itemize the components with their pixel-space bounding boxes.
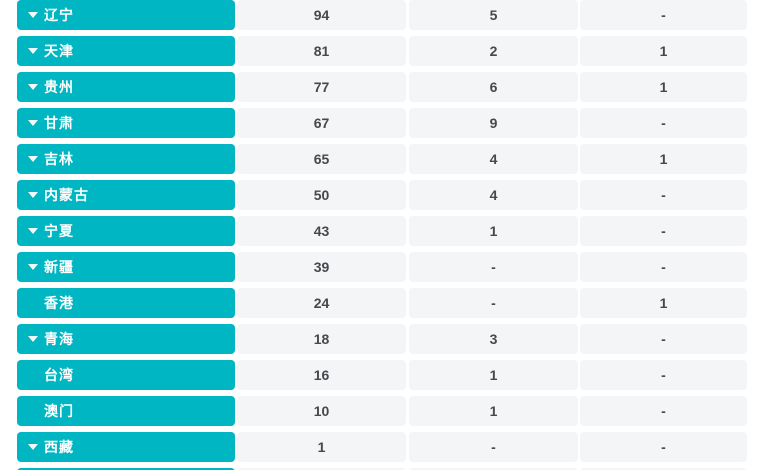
- value-cell: 77: [237, 72, 406, 102]
- province-cell-taiwan[interactable]: 台湾: [17, 360, 235, 390]
- caret-down-icon: [28, 192, 38, 198]
- value-cell: [409, 468, 578, 470]
- caret-down-icon: [28, 336, 38, 342]
- table-row: 甘肃 67 9 -: [17, 108, 766, 138]
- value-cell: 1: [580, 288, 747, 318]
- value-cell: 18: [237, 324, 406, 354]
- table-row: 青海 18 3 -: [17, 324, 766, 354]
- value-cell: -: [580, 324, 747, 354]
- province-cell-guizhou[interactable]: 贵州: [17, 72, 235, 102]
- province-label: 辽宁: [44, 7, 74, 23]
- value-cell: 1: [580, 144, 747, 174]
- value-cell: 1: [409, 216, 578, 246]
- province-label: 西藏: [44, 439, 74, 455]
- value-cell: -: [580, 396, 747, 426]
- province-cell-tibet[interactable]: 西藏: [17, 432, 235, 462]
- value-cell: 81: [237, 36, 406, 66]
- province-label: 青海: [44, 331, 74, 347]
- province-label: 澳门: [44, 403, 74, 419]
- value-cell: 94: [237, 0, 406, 30]
- table-row: 新疆 39 - -: [17, 252, 766, 282]
- value-cell: -: [580, 108, 747, 138]
- value-cell: 16: [237, 360, 406, 390]
- province-label: 宁夏: [44, 223, 74, 239]
- province-cell-xinjiang[interactable]: 新疆: [17, 252, 235, 282]
- value-cell: 6: [409, 72, 578, 102]
- province-cell-jilin[interactable]: 吉林: [17, 144, 235, 174]
- caret-down-icon: [28, 264, 38, 270]
- value-cell: 1: [580, 36, 747, 66]
- caret-down-icon: [28, 120, 38, 126]
- province-cell-qinghai[interactable]: 青海: [17, 324, 235, 354]
- table-row: 辽宁 94 5 -: [17, 0, 766, 30]
- table-row: 西藏 1 - -: [17, 432, 766, 462]
- province-cell-liaoning[interactable]: 辽宁: [17, 0, 235, 30]
- caret-down-icon: [28, 48, 38, 54]
- value-cell: 10: [237, 396, 406, 426]
- province-label: 新疆: [44, 259, 74, 275]
- value-cell: 43: [237, 216, 406, 246]
- value-cell: 9: [409, 108, 578, 138]
- value-cell: [237, 468, 406, 470]
- caret-down-icon: [28, 84, 38, 90]
- province-label: 吉林: [44, 151, 74, 167]
- value-cell: 1: [237, 432, 406, 462]
- value-cell: 50: [237, 180, 406, 210]
- table-row: 贵州 77 6 1: [17, 72, 766, 102]
- caret-down-icon: [28, 12, 38, 18]
- value-cell: -: [409, 288, 578, 318]
- value-cell: 5: [409, 0, 578, 30]
- province-cell-tianjin[interactable]: 天津: [17, 36, 235, 66]
- value-cell: 39: [237, 252, 406, 282]
- table-row: 天津 81 2 1: [17, 36, 766, 66]
- table-row: 澳门 10 1 -: [17, 396, 766, 426]
- province-cell-partial[interactable]: [17, 468, 235, 470]
- province-cell-ningxia[interactable]: 宁夏: [17, 216, 235, 246]
- province-label: 天津: [44, 43, 74, 59]
- value-cell: [580, 468, 747, 470]
- table-row: 香港 24 - 1: [17, 288, 766, 318]
- value-cell: -: [580, 360, 747, 390]
- caret-down-icon: [28, 444, 38, 450]
- province-label: 内蒙古: [44, 187, 89, 203]
- table-row-partial: [17, 468, 766, 470]
- province-label: 甘肃: [44, 115, 74, 131]
- table-row: 内蒙古 50 4 -: [17, 180, 766, 210]
- province-cell-hong-kong[interactable]: 香港: [17, 288, 235, 318]
- value-cell: -: [580, 0, 747, 30]
- caret-down-icon: [28, 228, 38, 234]
- value-cell: 1: [409, 360, 578, 390]
- province-label: 贵州: [44, 79, 74, 95]
- province-cell-macau[interactable]: 澳门: [17, 396, 235, 426]
- value-cell: -: [409, 432, 578, 462]
- value-cell: -: [580, 216, 747, 246]
- value-cell: 1: [409, 396, 578, 426]
- province-label: 香港: [44, 295, 74, 311]
- caret-down-icon: [28, 156, 38, 162]
- province-cell-inner-mongolia[interactable]: 内蒙古: [17, 180, 235, 210]
- value-cell: 1: [580, 72, 747, 102]
- value-cell: 67: [237, 108, 406, 138]
- value-cell: 4: [409, 180, 578, 210]
- province-cell-gansu[interactable]: 甘肃: [17, 108, 235, 138]
- value-cell: 24: [237, 288, 406, 318]
- value-cell: -: [409, 252, 578, 282]
- value-cell: 2: [409, 36, 578, 66]
- table-row: 宁夏 43 1 -: [17, 216, 766, 246]
- value-cell: 65: [237, 144, 406, 174]
- table-row: 吉林 65 4 1: [17, 144, 766, 174]
- table-row: 台湾 16 1 -: [17, 360, 766, 390]
- value-cell: 3: [409, 324, 578, 354]
- province-label: 台湾: [44, 367, 74, 383]
- value-cell: 4: [409, 144, 578, 174]
- value-cell: -: [580, 432, 747, 462]
- value-cell: -: [580, 180, 747, 210]
- value-cell: -: [580, 252, 747, 282]
